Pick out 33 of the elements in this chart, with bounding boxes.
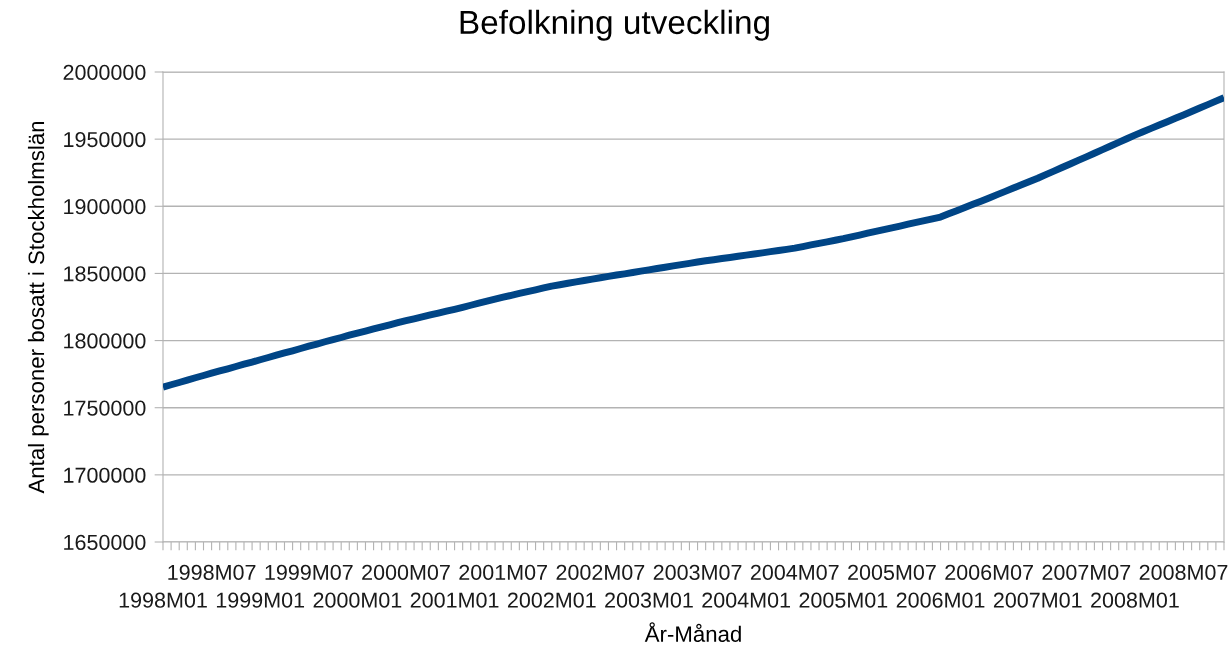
x-tick-label: 2008M01 <box>1091 592 1179 608</box>
x-tick-label: 1999M07 <box>265 564 353 581</box>
x-tick-label: 2005M07 <box>848 564 936 581</box>
x-tick-label: 2000M01 <box>313 592 402 608</box>
x-tick-label: 2002M07 <box>556 564 645 581</box>
x-axis-title: År-Månad <box>644 622 741 642</box>
y-tick-label: 1850000 <box>64 266 146 282</box>
y-tick-label: 1700000 <box>64 467 146 483</box>
x-tick-label: 2006M01 <box>896 592 985 608</box>
x-tick-label: 2004M07 <box>750 564 839 581</box>
y-axis-title: Antal personer bosatt i Stockholmslän <box>27 121 49 494</box>
x-tick-label: 2003M07 <box>653 564 742 581</box>
y-tick-label: 1950000 <box>64 131 146 148</box>
x-tick-label: 2008M07 <box>1139 564 1228 581</box>
x-tick-label: 2000M07 <box>362 564 450 581</box>
x-tick-label: 2001M07 <box>459 564 547 581</box>
y-tick-label: 1750000 <box>64 400 146 416</box>
x-tick-label: 2005M01 <box>799 592 888 608</box>
y-tick-label: 1900000 <box>64 199 146 215</box>
x-tick-label: 2007M07 <box>1042 564 1131 581</box>
y-tick-label: 2000000 <box>63 64 146 81</box>
x-tick-label: 2006M07 <box>945 564 1033 581</box>
y-tick-label: 1650000 <box>64 534 146 551</box>
x-tick-label: 2007M01 <box>993 592 1082 608</box>
x-tick-label: 1999M01 <box>216 592 305 608</box>
y-tick-label: 1800000 <box>64 333 146 349</box>
x-tick-label: 2002M01 <box>507 592 596 608</box>
chart-title: Befolkning utveckling <box>460 9 769 41</box>
x-tick-label: 1998M01 <box>119 592 207 608</box>
x-tick-label: 2004M01 <box>702 592 790 608</box>
x-tick-label: 2001M01 <box>410 592 499 608</box>
x-tick-label: 2003M01 <box>605 592 693 608</box>
x-tick-label: 1998M07 <box>168 564 256 581</box>
